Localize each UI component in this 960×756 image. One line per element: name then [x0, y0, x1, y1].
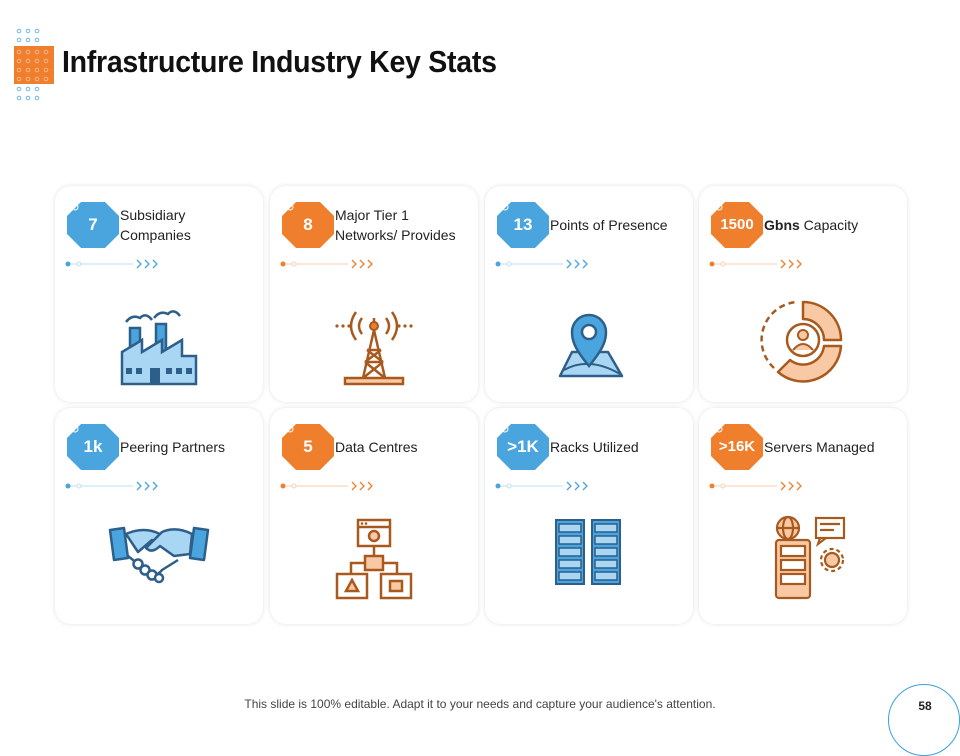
stat-label: Peering Partners [120, 439, 226, 455]
stat-value: 5 [303, 437, 313, 456]
stat-label: Subsidiary Companies [120, 207, 191, 243]
user-donut-chart-icon [760, 300, 843, 383]
stat-card-points-of-presence: 13 Points of Presence [485, 186, 693, 402]
stat-card-tier1-networks: 8 Major Tier 1 Networks/ Provides [270, 186, 478, 402]
footer-note: This slide is 100% editable. Adapt it to… [244, 697, 716, 711]
network-hierarchy-icon [335, 518, 413, 600]
stat-value: >1K [507, 437, 539, 456]
arrow-line-icon [65, 259, 158, 269]
stat-badge: 5 [282, 424, 334, 470]
stat-label: Gbns Capacity [764, 215, 904, 235]
stat-card-capacity: 1500 Gbns Capacity [699, 186, 907, 402]
stat-value: 1k [83, 437, 103, 456]
server-globe-gear-icon [774, 515, 846, 600]
handshake-icon [108, 526, 210, 584]
stat-label: Servers Managed [764, 439, 875, 455]
stat-label: Points of Presence [550, 217, 668, 233]
stat-value: 13 [513, 215, 533, 234]
stat-label: Major Tier 1 Networks/ Provides [335, 207, 456, 243]
stat-badge: 7 [67, 202, 119, 248]
stat-badge: 8 [282, 202, 334, 248]
stat-badge: >1K [497, 424, 549, 470]
arrow-line-icon [495, 259, 588, 269]
page-title: Infrastructure Industry Key Stats [62, 44, 497, 79]
arrow-line-icon [709, 481, 802, 491]
arrow-line-icon [280, 259, 373, 269]
stat-card-racks-utilized: >1K Racks Utilized [485, 408, 693, 624]
arrow-line-icon [495, 481, 588, 491]
stat-badge: 1k [67, 424, 119, 470]
arrow-line-icon [709, 259, 802, 269]
stat-badge: 1500 [711, 202, 763, 248]
signal-tower-icon [335, 311, 413, 386]
server-racks-icon [555, 519, 621, 585]
factory-icon [120, 310, 198, 386]
stat-value: 8 [303, 215, 313, 234]
page-number: 58 [918, 699, 932, 713]
arrow-line-icon [280, 481, 373, 491]
stat-value: >16K [718, 438, 756, 455]
stat-badge: 13 [497, 202, 549, 248]
stat-label-text: Capacity [803, 217, 859, 233]
map-pin-icon [558, 313, 624, 378]
stat-label: Data Centres [335, 439, 418, 455]
stat-badge: >16K [711, 424, 763, 470]
stat-label: Racks Utilized [550, 439, 639, 455]
stat-label-unit: Gbns [764, 217, 800, 233]
stat-card-subsidiary-companies: 7 Subsidiary Companies [55, 186, 263, 402]
stat-card-data-centres: 5 Data Centres [270, 408, 478, 624]
stat-card-servers-managed: >16K Servers Managed [699, 408, 907, 624]
arrow-line-icon [65, 481, 158, 491]
stat-value: 7 [88, 215, 98, 234]
page-number-badge: 58 [888, 684, 960, 756]
decorative-dot-grid-icon [14, 28, 54, 101]
stat-card-peering-partners: 1k Peering Partners [55, 408, 263, 624]
stat-value: 1500 [720, 216, 754, 233]
